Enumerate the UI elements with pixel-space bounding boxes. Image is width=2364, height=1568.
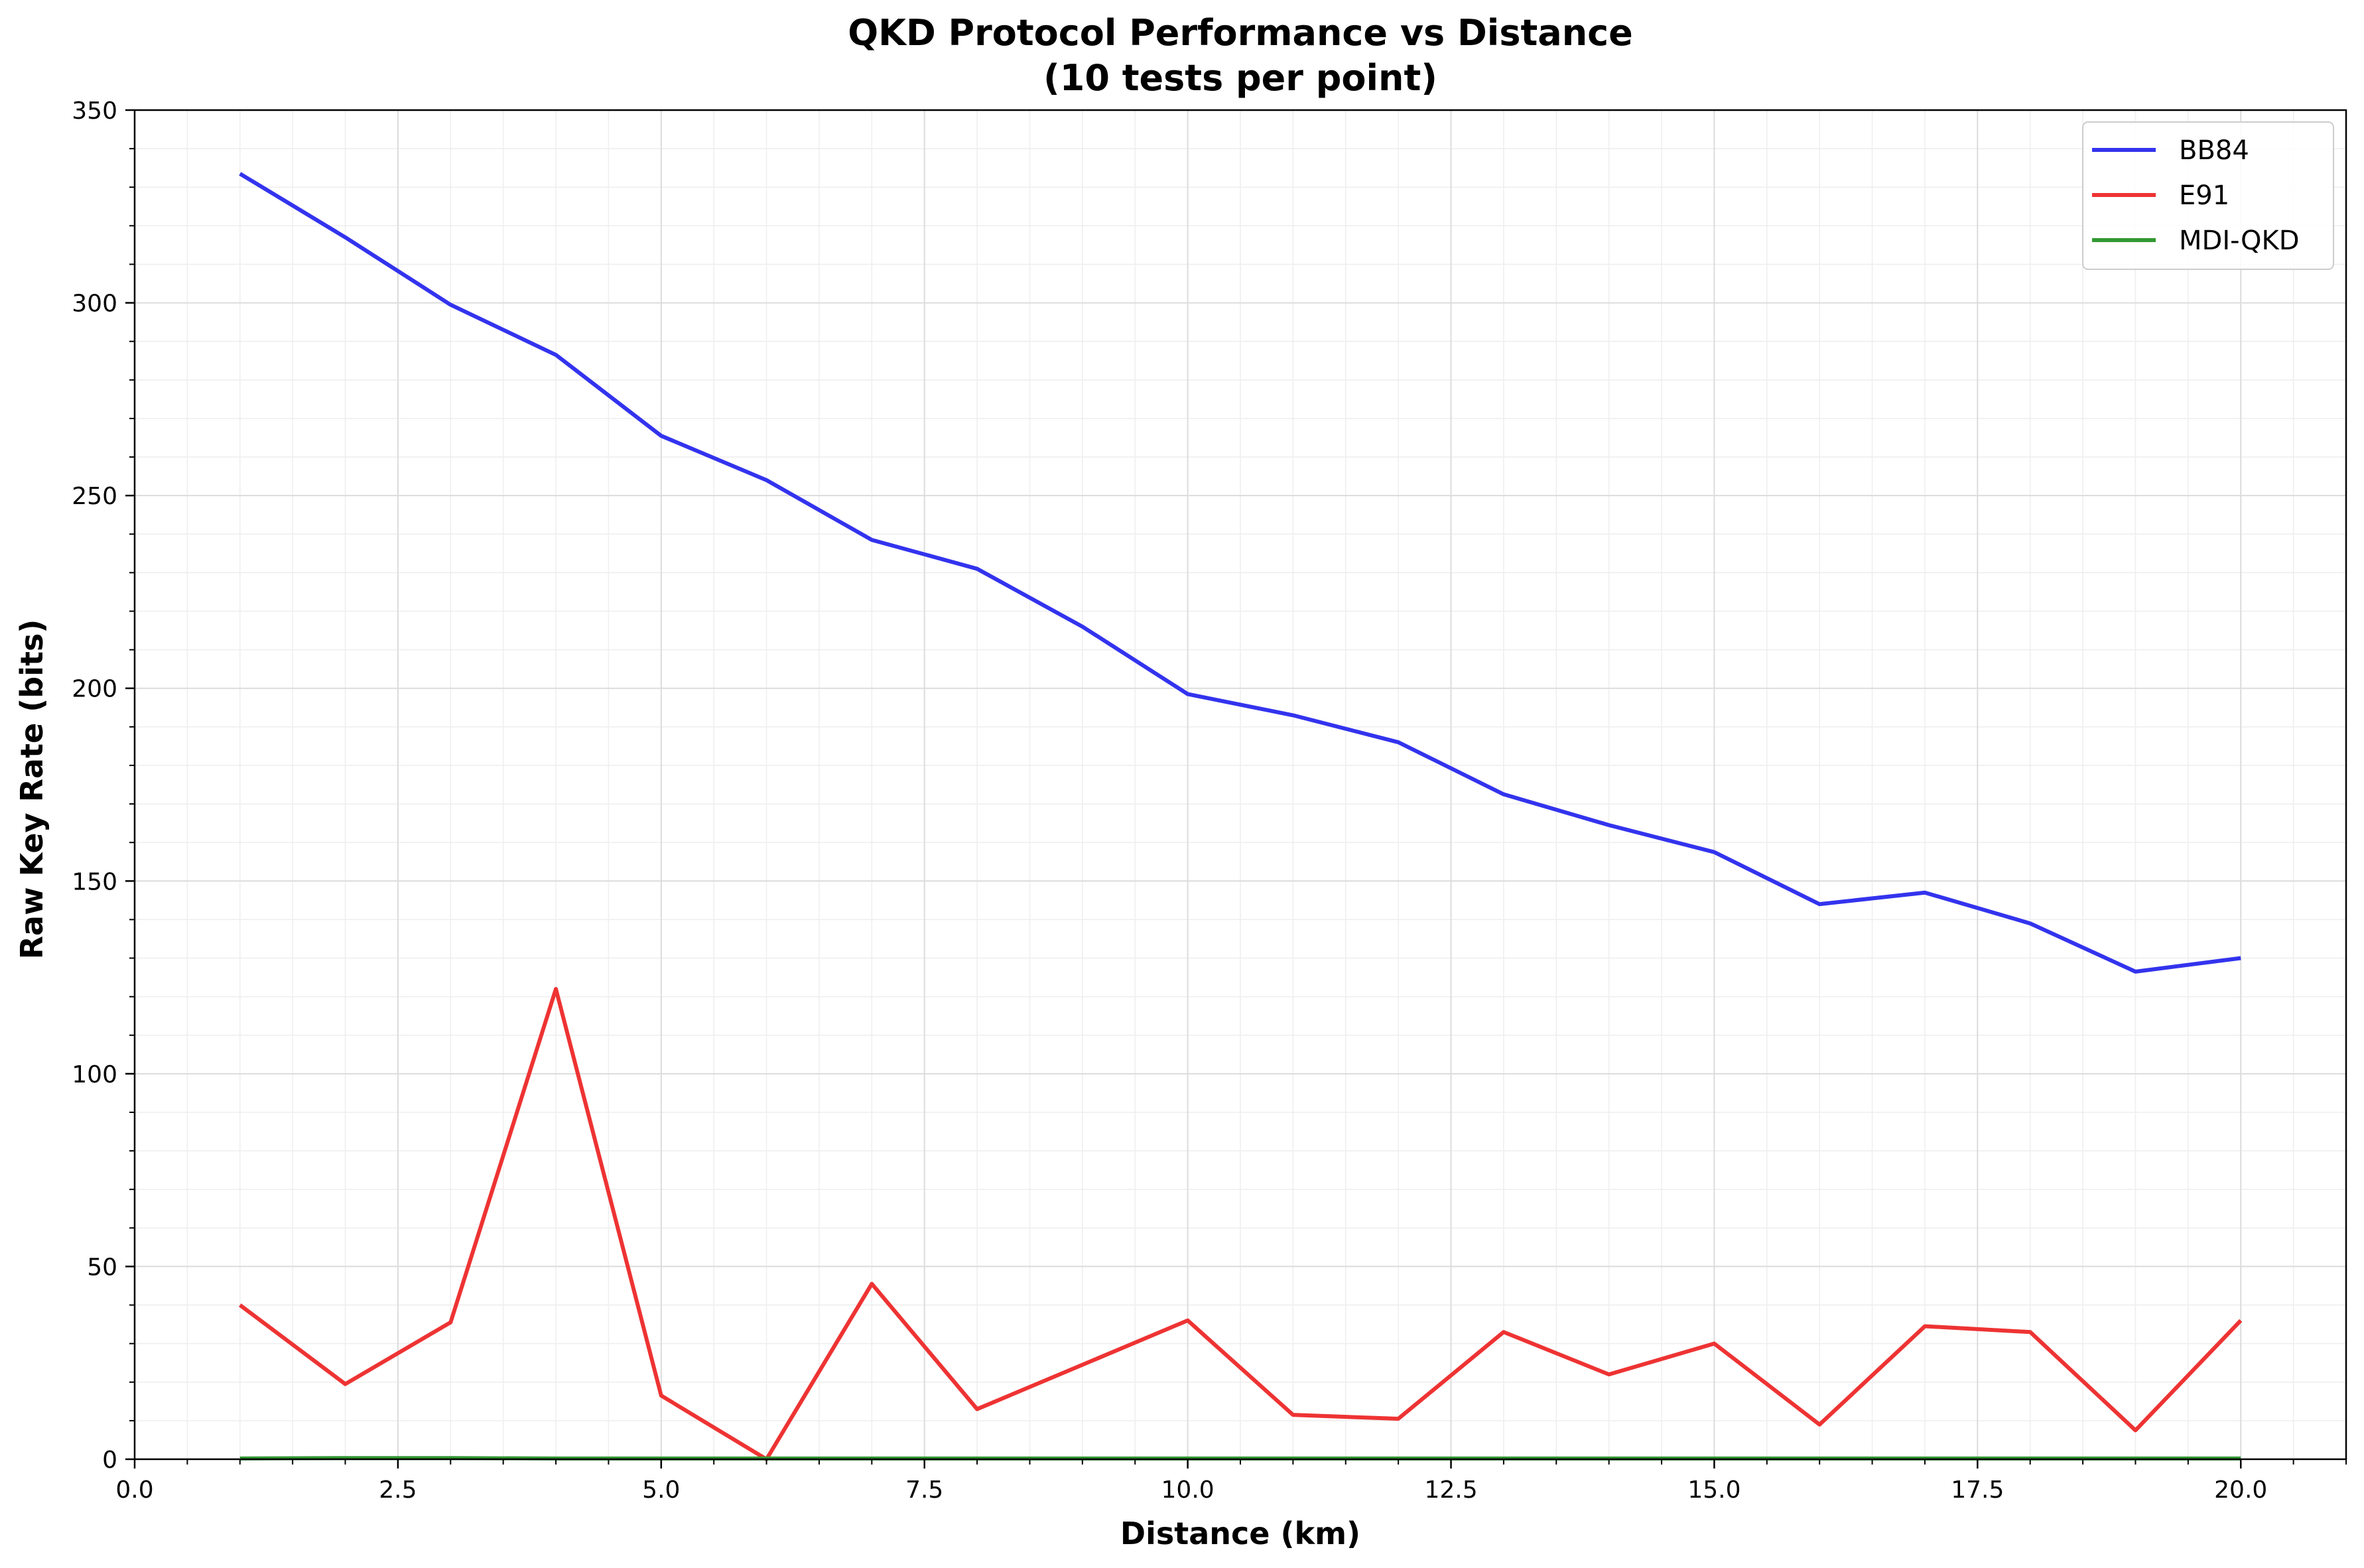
x-axis-label: Distance (km) (1120, 1516, 1360, 1551)
chart-subtitle: (10 tests per point) (1043, 57, 1437, 99)
x-axis: 0.0 2.5 5.0 7.5 10.0 12.5 15.0 17.5 20.0 (115, 1459, 2347, 1504)
x-tick-label: 10.0 (1161, 1476, 1215, 1504)
y-tick-label: 100 (72, 1061, 117, 1088)
x-tick-label: 12.5 (1424, 1476, 1477, 1504)
legend-label-e91: E91 (2179, 180, 2229, 211)
legend-box (2082, 121, 2334, 270)
x-tick-label: 20.0 (2214, 1476, 2267, 1504)
y-tick-label: 50 (87, 1254, 117, 1281)
x-tick-label: 0.0 (115, 1476, 153, 1504)
legend-label-bb84: BB84 (2179, 135, 2249, 166)
x-tick-label: 5.0 (642, 1476, 680, 1504)
y-tick-label: 250 (72, 483, 117, 510)
x-tick-label: 7.5 (905, 1476, 943, 1504)
series-line-e91 (238, 987, 2243, 1461)
series-line-bb84 (239, 172, 2241, 974)
legend: BB84 E91 MDI-QKD (2082, 121, 2334, 270)
y-axis-label: Raw Key Rate (bits) (14, 620, 50, 960)
y-axis: 0 50 100 150 200 250 300 350 (72, 98, 135, 1474)
x-tick-label: 17.5 (1951, 1476, 2004, 1504)
y-tick-label: 0 (102, 1447, 117, 1474)
y-tick-label: 350 (72, 98, 117, 125)
x-tick-label: 15.0 (1687, 1476, 1740, 1504)
chart-title: QKD Protocol Performance vs Distance (848, 12, 1633, 54)
y-tick-label: 150 (72, 868, 117, 895)
x-tick-label: 2.5 (379, 1476, 417, 1504)
y-tick-label: 300 (72, 291, 117, 318)
y-tick-label: 200 (72, 676, 117, 703)
legend-label-mdi-qkd: MDI-QKD (2179, 226, 2300, 256)
